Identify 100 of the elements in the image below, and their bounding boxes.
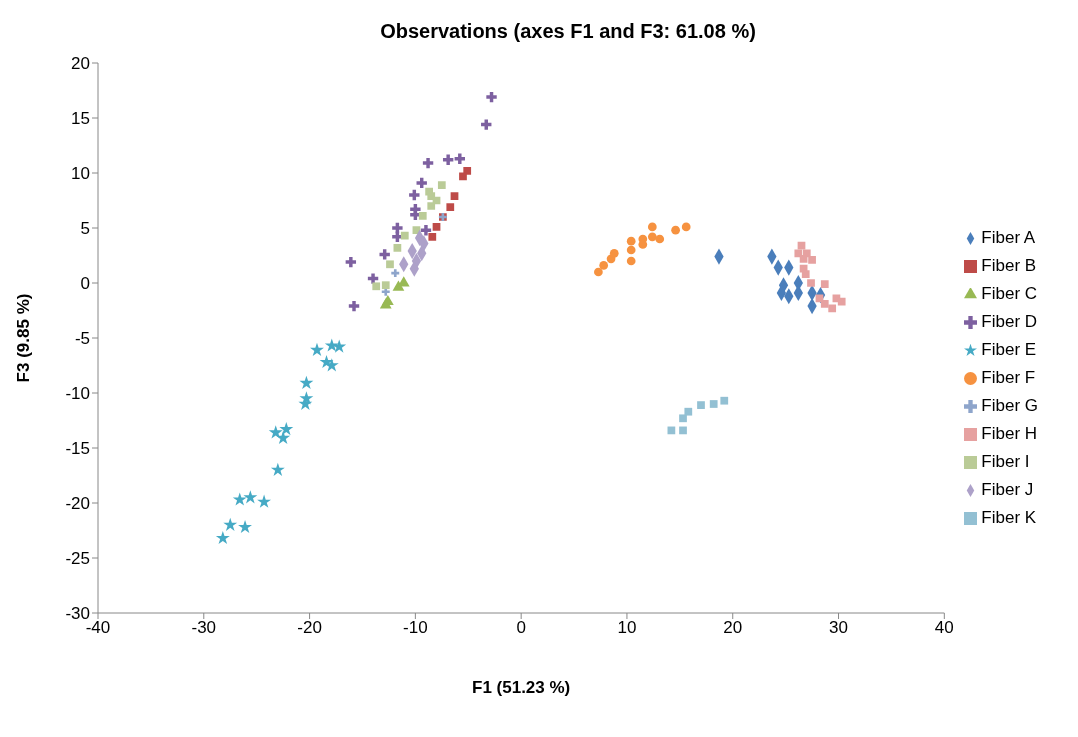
- x-tick-label: 10: [617, 618, 637, 638]
- point: [392, 280, 405, 291]
- point: [279, 421, 294, 436]
- point: [684, 407, 693, 416]
- point: [446, 203, 455, 211]
- point: [392, 222, 403, 234]
- point: [437, 181, 446, 189]
- y-tick-label: -10: [65, 384, 90, 404]
- legend-label: Fiber A: [981, 228, 1036, 247]
- x-tick-label: 30: [829, 618, 848, 638]
- point: [486, 91, 497, 103]
- point: [450, 192, 459, 200]
- point: [442, 154, 454, 165]
- legend-label: Fiber B: [981, 256, 1037, 275]
- y-axis-title: F3 (9.85 %): [14, 293, 34, 383]
- chart-title: Observations (axes F1 and F3: 61.08 %): [379, 20, 757, 43]
- y-tick-label: -15: [65, 439, 90, 459]
- point: [679, 414, 687, 423]
- point: [386, 260, 394, 269]
- point: [837, 297, 846, 306]
- point: [720, 396, 729, 405]
- point: [427, 202, 436, 210]
- point: [324, 338, 339, 352]
- point: [626, 236, 636, 246]
- legend-label: Fiber I: [981, 452, 1030, 471]
- point: [594, 267, 603, 277]
- point: [697, 401, 705, 409]
- point: [671, 225, 680, 235]
- point: [345, 256, 357, 268]
- point: [647, 232, 657, 242]
- legend-label: Fiber F: [981, 368, 1036, 387]
- point: [428, 232, 437, 241]
- y-tick-label: -5: [74, 329, 90, 349]
- point: [459, 172, 467, 181]
- point: [481, 119, 492, 130]
- point: [799, 254, 808, 263]
- legend-label: Fiber D: [981, 312, 1038, 331]
- x-tick-label: -20: [297, 618, 322, 638]
- point: [332, 339, 347, 353]
- point: [647, 222, 657, 232]
- point: [379, 298, 392, 309]
- point: [310, 342, 324, 357]
- point: [276, 430, 291, 445]
- point: [801, 270, 810, 279]
- point: [626, 256, 636, 266]
- y-tick-label: 5: [80, 219, 90, 239]
- point: [679, 426, 687, 435]
- x-tick-label: 40: [934, 618, 954, 638]
- point: [709, 400, 718, 408]
- point: [257, 494, 272, 508]
- legend-label: Fiber G: [981, 396, 1038, 415]
- point: [807, 279, 815, 287]
- legend-label: Fiber C: [981, 284, 1038, 303]
- y-tick-label: 0: [80, 274, 90, 294]
- point: [418, 212, 427, 220]
- legend-label: Fiber H: [981, 424, 1038, 443]
- point: [808, 256, 816, 264]
- point: [400, 231, 409, 240]
- point: [381, 281, 390, 290]
- legend-label: Fiber E: [981, 340, 1037, 359]
- point: [609, 248, 619, 258]
- point: [794, 249, 803, 258]
- point: [270, 462, 285, 476]
- point: [372, 282, 381, 291]
- point: [393, 243, 402, 252]
- point: [626, 245, 636, 255]
- point: [638, 240, 648, 249]
- y-tick-label: -25: [65, 549, 90, 569]
- point: [416, 177, 427, 189]
- y-tick-label: 20: [71, 54, 90, 74]
- point: [409, 189, 420, 201]
- point: [432, 223, 441, 231]
- y-tick-label: -20: [65, 494, 90, 514]
- point: [348, 300, 360, 312]
- y-tick-label: 10: [71, 164, 90, 184]
- point: [243, 490, 258, 504]
- point: [232, 492, 247, 506]
- point: [299, 375, 314, 390]
- point: [215, 530, 230, 545]
- point: [681, 222, 691, 232]
- x-tick-label: -30: [191, 618, 217, 638]
- point: [655, 234, 665, 244]
- point: [422, 157, 434, 169]
- point: [268, 425, 283, 439]
- point: [391, 269, 400, 278]
- x-tick-label: 20: [723, 618, 743, 638]
- point: [238, 519, 252, 534]
- x-axis-title: F1 (51.23 %): [472, 678, 571, 697]
- legend-label: Fiber K: [981, 508, 1037, 527]
- point: [599, 261, 609, 270]
- legend-label: Fiber J: [981, 480, 1034, 499]
- point: [223, 517, 238, 531]
- x-tick-label: -10: [403, 618, 428, 638]
- y-tick-label: 15: [71, 109, 90, 129]
- x-tick-label: 0: [516, 618, 526, 638]
- point: [454, 153, 465, 164]
- point: [828, 304, 837, 313]
- point: [820, 280, 829, 288]
- point: [427, 192, 436, 200]
- point: [420, 225, 432, 236]
